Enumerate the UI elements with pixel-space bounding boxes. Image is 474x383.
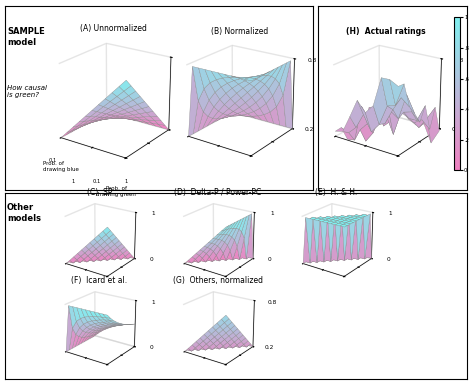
- Title: (G)  Others, normalized: (G) Others, normalized: [173, 277, 263, 285]
- Title: (A) Unnormalized: (A) Unnormalized: [80, 24, 147, 33]
- Text: How causal
is green?: How causal is green?: [7, 85, 47, 98]
- Text: Prob. of
drawing green: Prob. of drawing green: [96, 186, 136, 196]
- Title: (B) Normalized: (B) Normalized: [211, 26, 268, 36]
- Text: 1: 1: [124, 178, 128, 184]
- Text: Other
models: Other models: [7, 203, 41, 223]
- Text: 1: 1: [72, 179, 75, 185]
- Title: (E)  H. & H.: (E) H. & H.: [315, 188, 358, 197]
- Title: (F)  Icard et al.: (F) Icard et al.: [72, 277, 128, 285]
- Text: Prob. of
drawing blue: Prob. of drawing blue: [43, 161, 79, 172]
- Title: (H)  Actual ratings: (H) Actual ratings: [346, 26, 426, 36]
- Title: (D)  Delta-P / Power-PC: (D) Delta-P / Power-PC: [174, 188, 262, 197]
- Text: 0.1: 0.1: [93, 178, 101, 184]
- Text: 0.1: 0.1: [49, 157, 57, 163]
- Text: SAMPLE
model: SAMPLE model: [7, 27, 45, 47]
- Title: (C)  SP: (C) SP: [87, 188, 112, 197]
